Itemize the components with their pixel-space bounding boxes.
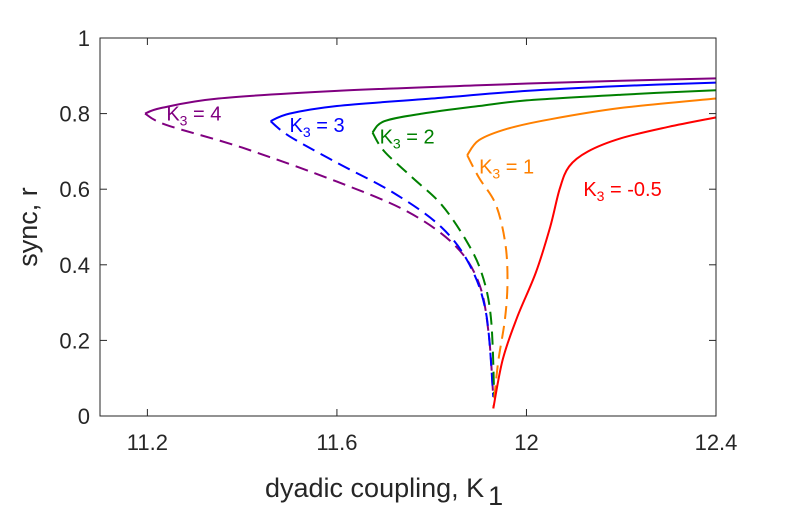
curve-label-main: K — [479, 157, 493, 179]
curve-label: K3 = 4 — [166, 104, 221, 129]
curve-label: K3 = 1 — [479, 157, 534, 182]
series-3 — [466, 97, 717, 409]
stable-branch-line — [492, 116, 717, 409]
curve-label-subscript: 3 — [597, 188, 605, 204]
unstable-branch-line — [466, 154, 509, 409]
curve-label-layer: K3 = 4K3 = 3K3 = 2K3 = 1K3 = -0.5 — [166, 104, 661, 205]
x-tick-label: 11.6 — [316, 430, 357, 455]
stable-branch-line — [270, 81, 717, 123]
curve-label: K3 = 3 — [290, 115, 345, 140]
y-axis-title: sync, r — [13, 187, 43, 267]
y-tick-label: 0 — [78, 404, 90, 429]
curve-label-main: K — [380, 126, 394, 148]
curve-label-main: K — [290, 115, 304, 137]
unstable-branch-line — [144, 112, 495, 398]
stable-branch-line — [144, 77, 717, 115]
curve-label-subscript: 3 — [492, 166, 500, 182]
y-tick-label: 0.2 — [59, 328, 90, 353]
curve-label-subscript: 3 — [303, 124, 311, 140]
unstable-branch-line — [269, 120, 495, 398]
curve-label-rest: = -0.5 — [604, 179, 661, 201]
curve-label-rest: = 4 — [187, 104, 221, 126]
x-tick-label: 12.4 — [695, 430, 738, 455]
series-0 — [144, 77, 717, 398]
curve-label-main: K — [166, 104, 180, 126]
y-tick-label: 1 — [78, 26, 90, 51]
curve-label-subscript: 3 — [393, 135, 401, 151]
stable-branch-line — [466, 97, 717, 156]
curve-label: K3 = -0.5 — [583, 179, 661, 204]
curve-label-rest: = 3 — [311, 115, 345, 137]
curve-label-subscript: 3 — [180, 113, 188, 129]
y-tick-label: 0.4 — [59, 253, 90, 278]
x-tick-label: 11.2 — [127, 430, 168, 455]
x-axis-title-main: dyadic coupling, K — [265, 473, 484, 503]
y-tick-label: 0.8 — [59, 102, 90, 127]
series-4 — [492, 116, 717, 409]
unstable-branch-line — [371, 131, 496, 398]
series-1 — [269, 81, 717, 398]
y-tick-label: 0.6 — [59, 177, 90, 202]
curve-label-main: K — [583, 179, 597, 201]
curve-label-rest: = 1 — [500, 157, 534, 179]
stable-branch-line — [371, 89, 717, 134]
plot-area-frame — [99, 37, 717, 417]
curve-label-rest: = 2 — [401, 126, 435, 148]
x-axis-title-subscript: 1 — [488, 481, 503, 511]
series-layer — [144, 77, 717, 409]
tick-layer: 11.2 11.6 12 12.4 0 0.2 0.4 0.6 0.8 1 — [59, 26, 737, 455]
series-2 — [371, 89, 717, 398]
curve-label: K3 = 2 — [380, 126, 435, 151]
x-tick-label: 12 — [514, 430, 538, 455]
